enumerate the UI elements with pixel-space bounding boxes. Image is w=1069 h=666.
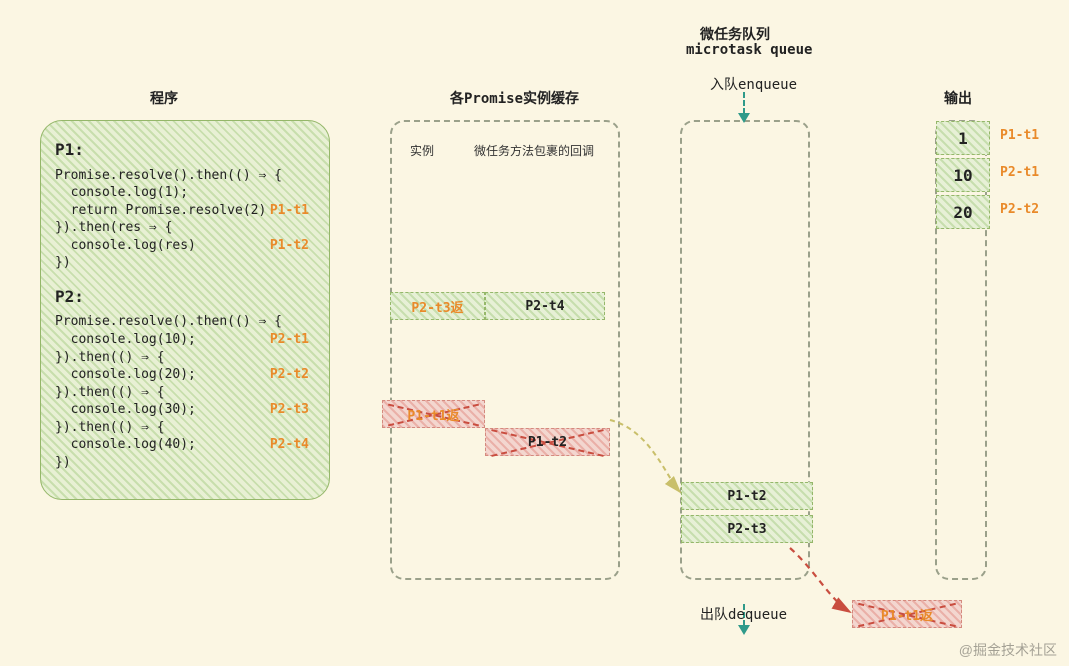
code-tag: P1-t2 — [270, 237, 309, 255]
program-title: 程序 — [150, 88, 178, 108]
cache-container: 实例 微任务方法包裹的回调 P2-t3返 P2-t4 P1-t1返 P1-t2 — [390, 120, 620, 580]
code-line: console.log(1); — [55, 184, 315, 202]
code-line: Promise.resolve().then(() ⇒ { — [55, 167, 315, 185]
cache-row1-right: P2-t4 — [485, 292, 605, 320]
queue-title-en: microtask queue — [686, 42, 812, 58]
output-tag-0: P1-t1 — [1000, 128, 1039, 143]
dequeue-label: 出队dequeue — [700, 604, 787, 624]
code-line: console.log(20);P2-t2 — [55, 366, 315, 384]
cache-title: 各Promise实例缓存 — [450, 88, 579, 108]
enqueue-label: 入队enqueue — [710, 74, 797, 94]
output-container: 1 10 20 — [935, 120, 987, 580]
code-line: console.log(10);P2-t1 — [55, 331, 315, 349]
output-tag-2: P2-t2 — [1000, 202, 1039, 217]
dequeued-item: P1-t1返 — [852, 600, 962, 628]
instance-label: 实例 — [410, 142, 434, 159]
code-tag: P1-t1 — [270, 202, 309, 220]
code-tag: P2-t1 — [270, 331, 309, 349]
code-line: }) — [55, 254, 315, 272]
output-row-2: 20 — [936, 195, 990, 229]
code-tag: P2-t3 — [270, 401, 309, 419]
code-line: Promise.resolve().then(() ⇒ { — [55, 313, 315, 331]
p2-header: P2: — [55, 286, 315, 308]
code-line: console.log(30);P2-t3 — [55, 401, 315, 419]
code-line: }).then(() ⇒ { — [55, 384, 315, 402]
output-row-1: 10 — [936, 158, 990, 192]
cache-row2-left: P1-t1返 — [382, 400, 485, 428]
output-title: 输出 — [944, 88, 972, 108]
cache-row1-left: P2-t3返 — [390, 292, 485, 320]
enqueue-arrow — [738, 92, 750, 123]
program-box: P1: Promise.resolve().then(() ⇒ { consol… — [40, 120, 330, 500]
code-line: }).then(res ⇒ { — [55, 219, 315, 237]
queue-title-zh: 微任务队列 — [700, 24, 770, 44]
callback-label: 微任务方法包裹的回调 — [474, 142, 594, 159]
code-line: return Promise.resolve(2)P1-t1 — [55, 202, 315, 220]
code-line: }) — [55, 454, 315, 472]
code-line: }).then(() ⇒ { — [55, 419, 315, 437]
code-line: }).then(() ⇒ { — [55, 349, 315, 367]
watermark: @掘金技术社区 — [959, 640, 1057, 660]
code-line: console.log(40);P2-t4 — [55, 436, 315, 454]
p1-code: Promise.resolve().then(() ⇒ { console.lo… — [55, 167, 315, 272]
queue-container: P1-t2 P2-t3 — [680, 120, 810, 580]
code-tag: P2-t4 — [270, 436, 309, 454]
cache-row2-right: P1-t2 — [485, 428, 610, 456]
p2-code: Promise.resolve().then(() ⇒ { console.lo… — [55, 313, 315, 471]
p1-header: P1: — [55, 139, 315, 161]
output-tag-1: P2-t1 — [1000, 165, 1039, 180]
queue-item-0: P1-t2 — [681, 482, 813, 510]
code-tag: P2-t2 — [270, 366, 309, 384]
code-line: console.log(res)P1-t2 — [55, 237, 315, 255]
output-row-0: 1 — [936, 121, 990, 155]
queue-item-1: P2-t3 — [681, 515, 813, 543]
